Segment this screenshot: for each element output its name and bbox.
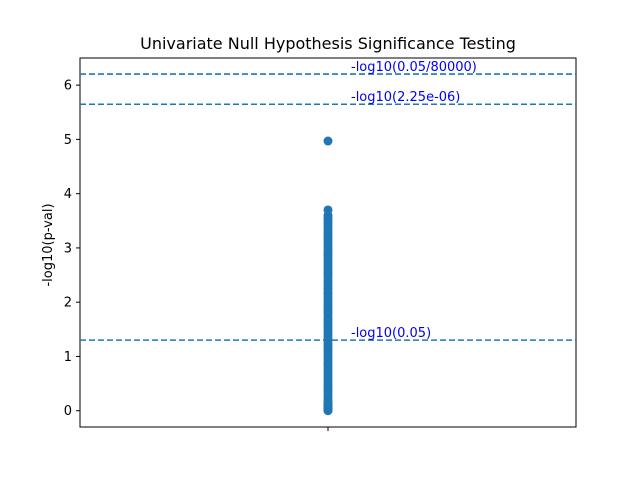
y-tick-label: 0: [64, 404, 72, 419]
threshold-label: -log10(2.25e-06): [351, 90, 460, 105]
y-axis-label: -log10(p-val): [41, 203, 56, 286]
threshold-label: -log10(0.05): [351, 326, 431, 341]
data-point: [323, 205, 333, 215]
chart-title: Univariate Null Hypothesis Significance …: [140, 34, 516, 53]
y-tick-label: 2: [64, 296, 72, 311]
data-point: [323, 399, 333, 409]
plot-area: 0 1 2 3 4 5 6 -log10(0.05/80000) -log10(2.25e-06…: [64, 57, 577, 431]
y-tick-label: 4: [64, 187, 72, 202]
y-tick-label: 6: [64, 79, 72, 94]
y-tick-label: 1: [64, 350, 72, 365]
y-tick-label: 5: [64, 133, 72, 148]
y-tick-label: 3: [64, 241, 72, 256]
data-point: [323, 136, 333, 146]
threshold-label: -log10(0.05/80000): [351, 60, 477, 75]
